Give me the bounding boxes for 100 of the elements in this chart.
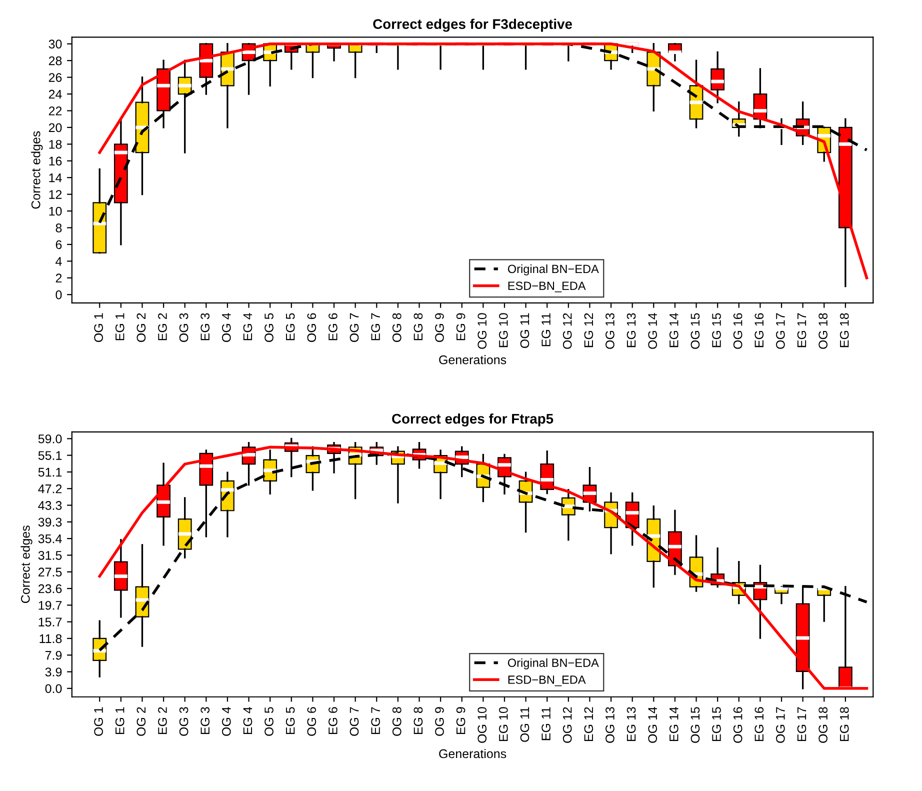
x-tick-label: OG 9 (435, 313, 444, 342)
y-tick-label: 12 (49, 190, 62, 199)
x-tick-label: OG 17 (776, 313, 785, 349)
y-tick-label: 2 (56, 274, 62, 282)
x-tick-label: EG 16 (754, 707, 764, 742)
x-tick-label: OG 3 (179, 313, 188, 342)
x-tick-label: OG 4 (222, 313, 231, 342)
y-tick-label: 10 (49, 206, 62, 216)
x-tick-label: EG 13 (626, 313, 636, 348)
x-tick-label: OG 4 (222, 706, 231, 736)
x-tick-label: EG 10 (498, 313, 508, 348)
x-tick-label: EG 4 (243, 706, 252, 734)
x-tick-label: OG 18 (818, 707, 828, 743)
x-tick-label: EG 17 (797, 707, 806, 742)
x-tick-label: EG 8 (414, 707, 423, 734)
line-series (98, 42, 868, 280)
x-tick-label: OG 6 (307, 707, 316, 736)
y-axis-title: Correct edges (31, 131, 43, 209)
x-tick-label: OG 8 (392, 313, 402, 342)
x-tick-label: EG 6 (328, 313, 338, 340)
chart-title: Correct edges for F3deceptive (373, 18, 572, 32)
x-axis-title: Generations (439, 355, 506, 364)
x-tick-label: EG 14 (669, 706, 678, 742)
y-tick-label: 30 (48, 40, 62, 49)
y-tick-label: 15.7 (38, 618, 62, 626)
x-tick-label: OG 15 (690, 707, 700, 743)
x-tick-label: OG 11 (520, 707, 530, 742)
x-tick-label: EG 2 (158, 707, 167, 734)
x-tick-label: OG 16 (733, 707, 742, 743)
y-tick-label: 18 (49, 140, 62, 149)
legend-label: Original BN−EDA (508, 658, 599, 670)
x-tick-label: OG 6 (307, 313, 316, 342)
x-tick-label: EG 1 (115, 313, 124, 340)
x-tick-label: EG 17 (797, 313, 806, 348)
y-tick-label: 28 (48, 56, 62, 66)
x-tick-label: EG 5 (286, 707, 295, 734)
x-tick-label: EG 5 (286, 313, 295, 340)
y-tick-label: 19.7 (38, 600, 62, 610)
x-tick-label: OG 5 (264, 313, 274, 342)
y-tick-label: 6 (56, 240, 62, 250)
x-tick-label: OG 10 (478, 707, 487, 743)
x-tick-label: EG 6 (328, 707, 338, 734)
x-tick-label: OG 11 (520, 313, 530, 348)
x-tick-label: EG 11 (542, 707, 550, 740)
y-tick-label: 20 (48, 123, 62, 132)
x-tick-label: OG 12 (562, 707, 572, 743)
x-tick-label: OG 9 (435, 707, 444, 736)
x-tick-label: EG 14 (669, 313, 678, 348)
line-series (98, 446, 868, 690)
x-tick-label: EG 9 (456, 313, 466, 340)
y-tick-label: 0 (56, 290, 62, 300)
y-tick-label: 11.8 (40, 634, 62, 644)
x-tick-label: EG 4 (243, 313, 252, 340)
x-tick-label: EG 2 (158, 313, 167, 340)
x-tick-label: EG 8 (414, 313, 423, 340)
x-tick-label: OG 14 (648, 706, 658, 743)
x-tick-label: OG 13 (606, 313, 614, 349)
y-tick-label: 59.0 (38, 434, 62, 444)
x-tick-label: OG 7 (350, 313, 359, 342)
x-tick-label: OG 12 (562, 313, 572, 349)
y-tick-label: 0.0 (45, 684, 62, 694)
x-tick-label: OG 1 (94, 313, 103, 342)
x-tick-label: EG 16 (754, 313, 764, 348)
y-tick-label: 14 (49, 174, 62, 182)
x-axis-title: Generations (439, 748, 506, 758)
x-tick-label: EG 15 (712, 313, 721, 348)
y-tick-label: 55.1 (38, 451, 62, 460)
x-tick-label: OG 15 (690, 313, 700, 349)
x-tick-label: OG 14 (648, 313, 658, 349)
x-tick-label: OG 10 (478, 313, 487, 349)
y-tick-label: 22 (48, 106, 62, 116)
y-tick-label: 39.3 (38, 518, 62, 527)
x-tick-label: EG 18 (840, 707, 849, 742)
legend-label: Original BN−EDA (508, 264, 599, 276)
x-tick-label: EG 3 (200, 707, 210, 734)
y-tick-label: 3.9 (45, 668, 62, 676)
x-tick-label: OG 2 (136, 707, 146, 736)
y-tick-label: 35.4 (38, 534, 62, 544)
x-tick-label: EG 11 (542, 313, 550, 346)
x-tick-label: OG 17 (776, 707, 785, 743)
y-tick-label: 4 (56, 257, 62, 266)
y-tick-label: 47.2 (38, 484, 62, 494)
x-tick-label: EG 3 (200, 313, 210, 340)
y-tick-label: 8 (56, 224, 62, 232)
y-tick-label: 43.3 (38, 501, 62, 510)
x-tick-label: EG 13 (626, 707, 636, 742)
x-tick-label: EG 1 (115, 707, 124, 734)
y-tick-label: 51.1 (38, 468, 62, 477)
x-tick-label: EG 7 (371, 313, 380, 340)
y-tick-label: 26 (48, 73, 62, 82)
legend-label: ESD−BN_EDA (508, 282, 586, 292)
y-tick-label: 7.9 (45, 650, 62, 660)
x-tick-label: EG 9 (456, 707, 466, 734)
x-tick-label: OG 1 (94, 707, 103, 736)
y-tick-label: 27.5 (38, 568, 62, 577)
x-tick-label: EG 12 (584, 707, 594, 742)
chart-title: Correct edges for Ftrap5 (392, 413, 554, 426)
y-axis-title: Correct edges (20, 526, 32, 603)
y-tick-label: 31.5 (38, 550, 62, 560)
y-tick-label: 24 (48, 90, 62, 99)
